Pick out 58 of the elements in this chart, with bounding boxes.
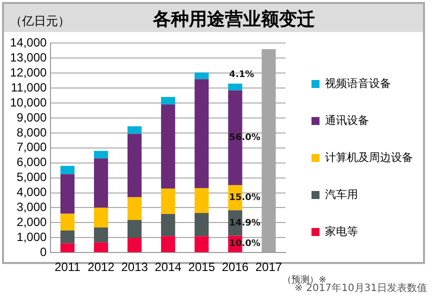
bar [194, 236, 209, 252]
x-tick-label: 2017 [255, 260, 282, 274]
bar [60, 166, 75, 174]
bar [128, 220, 142, 238]
y-tick-label: 7,000 [16, 140, 48, 154]
bar [94, 227, 108, 242]
legend-label: 计算机及周边设备 [325, 150, 413, 164]
y-tick-label: 14,000 [10, 36, 48, 50]
x-tick-label: 2015 [188, 260, 216, 274]
legend-label: 通讯设备 [325, 114, 369, 127]
x-tick-label: 2012 [88, 260, 115, 274]
y-tick-label: 12,000 [10, 65, 48, 80]
bar [228, 84, 242, 90]
y-tick-label: 4,000 [16, 185, 48, 200]
bar [60, 214, 75, 230]
bar [161, 104, 176, 189]
y-tick-label: 11,000 [10, 80, 48, 94]
bar [60, 243, 75, 252]
bar [161, 188, 176, 214]
bar [194, 72, 209, 80]
bar [94, 150, 108, 158]
y-tick-label: 6,000 [16, 155, 48, 170]
y-tick-label: 3,000 [16, 200, 48, 214]
bar [60, 174, 75, 214]
bar [161, 97, 176, 105]
y-tick-label: 13,000 [10, 50, 48, 64]
y-tick-label: 2,000 [16, 215, 48, 229]
bar [128, 238, 142, 252]
y-tick-label: 9,000 [16, 110, 48, 124]
y-tick-label: 0 [40, 244, 48, 259]
x-tick-label: 2014 [154, 260, 182, 274]
bar [194, 79, 209, 188]
legend-label: 视频语音设备 [325, 76, 391, 90]
bar [194, 212, 209, 236]
bar [94, 208, 108, 228]
y-tick-label: 10,000 [10, 95, 48, 110]
x-tick-label: 2016 [222, 260, 249, 274]
bar [94, 242, 108, 252]
bar [128, 197, 142, 220]
bar [161, 214, 176, 236]
y-tick-label: 5,000 [16, 170, 48, 184]
bar [94, 158, 108, 208]
annotation: 4.1% [229, 70, 254, 80]
bar [161, 236, 176, 252]
legend-label: 汽车用 [325, 188, 358, 201]
y-axis-title: （亿日元） [10, 13, 70, 30]
x-tick-label: 2011 [54, 260, 81, 274]
x-tick-label: 2013 [121, 260, 148, 274]
text: ※ 2017年10月31日发表数值 [294, 282, 427, 295]
legend-label: 家电等 [325, 224, 358, 238]
bar [194, 188, 209, 213]
annotation: 14.9% [229, 218, 260, 228]
bar [60, 230, 75, 244]
bar [128, 134, 142, 198]
y-tick-label: 8,000 [16, 125, 48, 140]
y-tick-label: 1,000 [16, 230, 48, 244]
chart-title: 各种用途营业额变迁 [152, 8, 316, 31]
bar [128, 126, 142, 134]
